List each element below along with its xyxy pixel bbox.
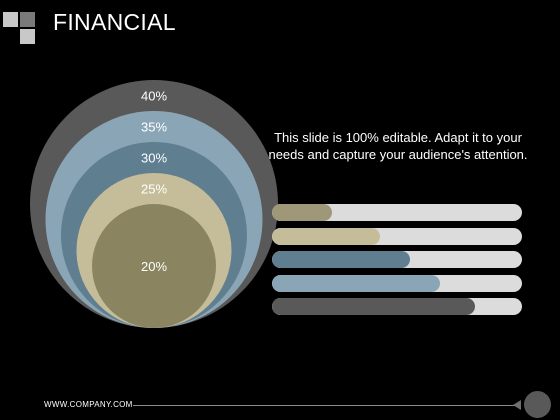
- bar-fill-0: [272, 204, 332, 221]
- bar-track-1: [272, 227, 522, 245]
- footer-divider: [133, 405, 521, 406]
- bar-fill-2: [272, 251, 410, 268]
- bar-track-3: [272, 274, 522, 292]
- progress-bar-chart: [272, 204, 522, 322]
- circle-label-2: 30%: [141, 151, 167, 166]
- logo-square-2: [20, 12, 35, 27]
- slide-description: This slide is 100% editable. Adapt it to…: [268, 130, 528, 162]
- circle-label-3: 25%: [141, 182, 167, 197]
- logo-square-3: [20, 29, 35, 44]
- bar-fill-4: [272, 298, 475, 315]
- logo-square-1: [3, 12, 18, 27]
- bar-track-4: [272, 298, 522, 315]
- logo: [0, 0, 40, 48]
- circle-label-0: 40%: [141, 89, 167, 104]
- circle-label-1: 35%: [141, 120, 167, 135]
- circle-label-4: 20%: [141, 259, 167, 274]
- circle-4: [92, 204, 216, 328]
- footer-website: WWW.COMPANY.COM: [44, 400, 133, 409]
- arrow-left-icon: [513, 400, 521, 410]
- bar-track-2: [272, 251, 522, 268]
- bar-fill-1: [272, 227, 380, 245]
- bar-track-0: [272, 204, 522, 221]
- footer-circle-icon: [524, 391, 551, 418]
- bar-fill-3: [272, 274, 440, 292]
- slide-title: FINANCIAL: [53, 9, 176, 35]
